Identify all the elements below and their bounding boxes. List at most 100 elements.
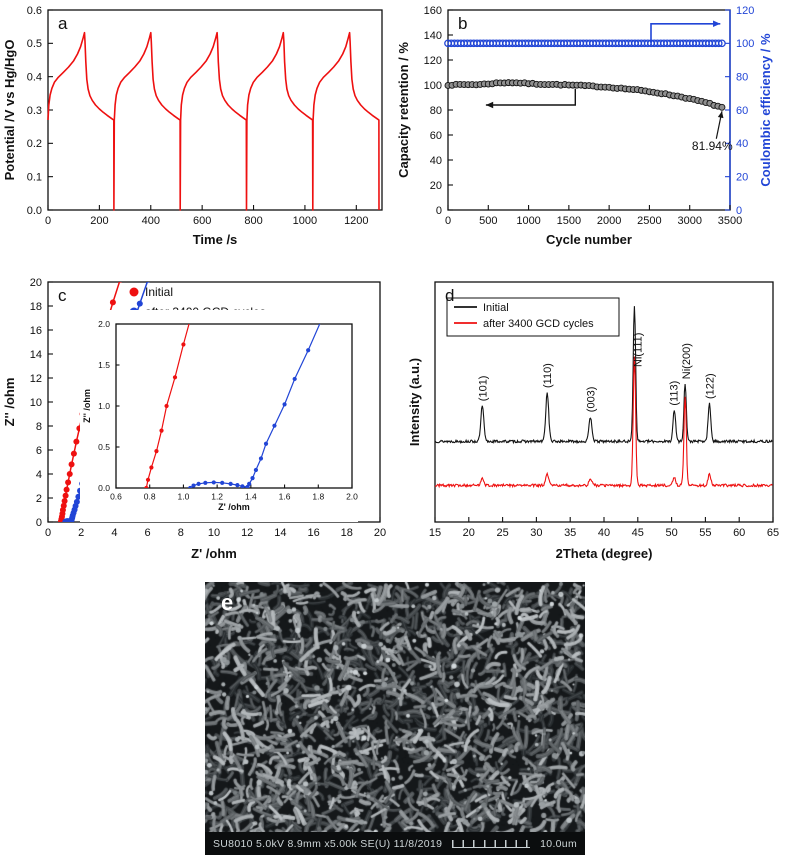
svg-text:1000: 1000 — [516, 215, 540, 227]
svg-text:3500: 3500 — [718, 215, 742, 227]
svg-text:12: 12 — [30, 373, 42, 385]
svg-text:1200: 1200 — [344, 215, 368, 227]
svg-text:65: 65 — [767, 527, 779, 539]
panel-a-gcd-chart: 0 200 400 600 800 1000 1200 0.0 0.1 0.2 0.3 0.4 0.5 0… — [2, 5, 383, 247]
svg-text:1500: 1500 — [557, 215, 581, 227]
panel-b-cycling-chart: 0 500 1000 1500 2000 2500 3000 3500020406080100… — [396, 5, 773, 247]
svg-text:0: 0 — [45, 527, 51, 539]
svg-text:10: 10 — [208, 527, 220, 539]
svg-text:1.2: 1.2 — [211, 492, 223, 502]
svg-text:800: 800 — [244, 215, 262, 227]
svg-text:55: 55 — [699, 527, 711, 539]
panel-b-label: b — [458, 14, 468, 33]
svg-text:12: 12 — [241, 527, 253, 539]
svg-text:Capacity retention / %: Capacity retention / % — [396, 42, 411, 178]
sem-scale-label: 10.0um — [540, 837, 577, 850]
svg-text:0.0: 0.0 — [27, 205, 42, 217]
svg-text:1.0: 1.0 — [98, 401, 110, 411]
svg-text:Z'' /ohm: Z'' /ohm — [82, 389, 92, 423]
svg-text:400: 400 — [142, 215, 160, 227]
svg-text:20: 20 — [374, 527, 386, 539]
svg-text:2.0: 2.0 — [346, 492, 358, 502]
svg-text:0.4: 0.4 — [27, 72, 42, 84]
svg-text:600: 600 — [193, 215, 211, 227]
svg-text:0.6: 0.6 — [27, 5, 42, 17]
svg-text:1.6: 1.6 — [279, 492, 291, 502]
svg-text:2500: 2500 — [637, 215, 661, 227]
svg-text:Z' /ohm: Z' /ohm — [191, 546, 237, 561]
svg-text:14: 14 — [274, 527, 286, 539]
svg-text:0.0: 0.0 — [98, 483, 110, 493]
svg-text:4: 4 — [36, 469, 42, 481]
svg-text:2000: 2000 — [597, 215, 621, 227]
svg-text:160: 160 — [424, 5, 442, 17]
svg-text:16: 16 — [30, 325, 42, 337]
svg-text:2: 2 — [36, 493, 42, 505]
svg-text:3000: 3000 — [677, 215, 701, 227]
panel-d-xrd-chart: 15 20 25 30 35 40 45 50 55 60 65 2Theta (degree) Int… — [407, 281, 779, 561]
svg-text:100: 100 — [736, 38, 754, 50]
svg-text:120: 120 — [736, 5, 754, 17]
svg-text:80: 80 — [736, 72, 748, 84]
svg-text:0.6: 0.6 — [110, 492, 122, 502]
svg-text:60: 60 — [430, 130, 442, 142]
svg-text:20: 20 — [30, 277, 42, 289]
svg-text:20: 20 — [736, 172, 748, 184]
panel-d-label: d — [445, 286, 455, 305]
svg-text:14: 14 — [30, 349, 42, 361]
svg-text:0: 0 — [436, 205, 442, 217]
panel-e-label: e — [221, 590, 234, 615]
svg-text:Cycle number: Cycle number — [546, 232, 632, 247]
svg-text:200: 200 — [90, 215, 108, 227]
svg-text:1.5: 1.5 — [98, 360, 110, 370]
svg-text:0.5: 0.5 — [27, 38, 42, 50]
svg-text:2.0: 2.0 — [98, 319, 110, 329]
svg-text:(122): (122) — [704, 373, 716, 399]
svg-text:35: 35 — [564, 527, 576, 539]
panel-e-sem-image: SU8010 5.0kV 8.9mm x5.00k SE(U) 11/8/201… — [205, 582, 585, 855]
svg-text:2: 2 — [78, 527, 84, 539]
svg-text:(003): (003) — [585, 387, 597, 413]
svg-text:Ni(111): Ni(111) — [632, 333, 644, 367]
svg-text:after 3400 GCD cycles: after 3400 GCD cycles — [483, 318, 594, 330]
svg-text:100: 100 — [424, 80, 442, 92]
svg-text:(110): (110) — [542, 363, 554, 388]
svg-text:15: 15 — [429, 527, 441, 539]
svg-text:Potential /V vs Hg/HgO: Potential /V vs Hg/HgO — [2, 40, 17, 181]
svg-text:0: 0 — [736, 205, 742, 217]
svg-text:20: 20 — [463, 527, 475, 539]
svg-text:Z' /ohm: Z' /ohm — [218, 502, 250, 512]
panel-c-nyquist-chart: 0 2 4 6 8 10 12 14 16 18 20 0 2 4 6 8 10 12 14 16 18 20 Z' /oh… — [2, 277, 386, 561]
svg-text:1000: 1000 — [293, 215, 317, 227]
svg-text:Intensity (a.u.): Intensity (a.u.) — [407, 358, 422, 446]
svg-text:30: 30 — [530, 527, 542, 539]
svg-text:18: 18 — [341, 527, 353, 539]
panel-a-label: a — [58, 14, 68, 33]
svg-text:140: 140 — [424, 30, 442, 42]
svg-text:0: 0 — [36, 517, 42, 529]
svg-text:40: 40 — [598, 527, 610, 539]
svg-text:10: 10 — [30, 397, 42, 409]
svg-text:Ni(200): Ni(200) — [681, 343, 693, 379]
svg-text:60: 60 — [736, 105, 748, 117]
svg-text:80: 80 — [430, 105, 442, 117]
svg-text:0.3: 0.3 — [27, 105, 42, 117]
sem-micrograph — [205, 582, 585, 832]
svg-text:25: 25 — [496, 527, 508, 539]
svg-text:8: 8 — [178, 527, 184, 539]
svg-text:(113): (113) — [668, 381, 680, 406]
svg-text:0.8: 0.8 — [144, 492, 156, 502]
svg-text:4: 4 — [111, 527, 117, 539]
svg-text:Z'' /ohm: Z'' /ohm — [2, 378, 17, 427]
svg-text:6: 6 — [145, 527, 151, 539]
svg-text:20: 20 — [430, 180, 442, 192]
sem-metadata: SU8010 5.0kV 8.9mm x5.00k SE(U) 11/8/201… — [213, 837, 443, 850]
svg-text:16: 16 — [307, 527, 319, 539]
svg-text:120: 120 — [424, 55, 442, 67]
svg-text:60: 60 — [733, 527, 745, 539]
svg-text:1.8: 1.8 — [312, 492, 324, 502]
svg-text:18: 18 — [30, 301, 42, 313]
svg-text:0.5: 0.5 — [98, 442, 110, 452]
svg-text:0: 0 — [445, 215, 451, 227]
svg-text:2Theta (degree): 2Theta (degree) — [556, 546, 653, 561]
